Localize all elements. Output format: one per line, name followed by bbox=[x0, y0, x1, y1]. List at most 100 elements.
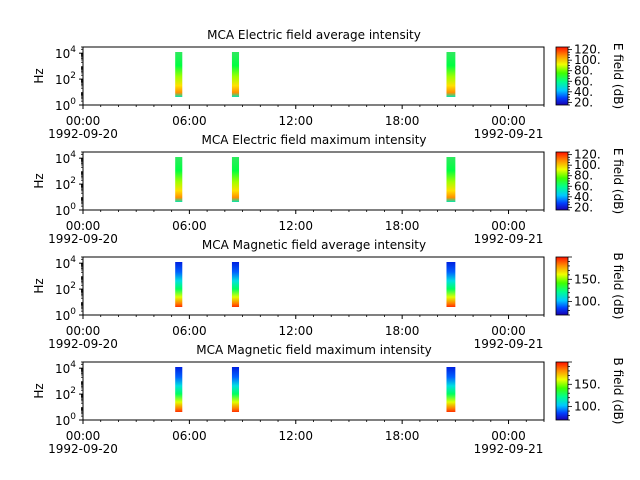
y-tick-exp: 2 bbox=[70, 71, 76, 81]
colorbar-label: E field (dB) bbox=[611, 148, 625, 214]
y-tick-label: 102 bbox=[55, 386, 76, 402]
colorbar bbox=[555, 46, 569, 106]
y-tick-label: 102 bbox=[55, 281, 76, 297]
data-segment bbox=[175, 262, 183, 307]
colorbar-tick-label: 120. bbox=[574, 148, 601, 162]
y-tick-base: 10 bbox=[55, 204, 70, 218]
plot-frame bbox=[82, 151, 545, 211]
plot-frame bbox=[82, 361, 545, 421]
y-tick-exp: 0 bbox=[70, 412, 76, 422]
data-segment bbox=[231, 367, 240, 412]
y-tick-exp: 4 bbox=[70, 360, 76, 370]
colorbar-tick-label: 100. bbox=[574, 158, 601, 172]
data-segment bbox=[175, 52, 183, 97]
x-tick-label: 00:00 bbox=[66, 324, 101, 338]
y-tick-label: 100 bbox=[55, 412, 76, 428]
colorbar-label: B field (dB) bbox=[611, 253, 625, 320]
y-tick-base: 10 bbox=[55, 178, 70, 192]
data-segment bbox=[446, 367, 456, 412]
y-axis-label: Hz bbox=[32, 278, 46, 293]
colorbar-label: E field (dB) bbox=[611, 43, 625, 109]
x-tick-label: 12:00 bbox=[278, 429, 313, 443]
x-tick-label: 06:00 bbox=[172, 114, 207, 128]
x-tick-label: 00:00 bbox=[491, 114, 526, 128]
y-tick-base: 10 bbox=[55, 283, 70, 297]
y-tick-exp: 4 bbox=[70, 45, 76, 55]
y-tick-base: 10 bbox=[55, 414, 70, 428]
panel-title: MCA Magnetic field average intensity bbox=[202, 238, 426, 252]
x-tick-label: 12:00 bbox=[278, 324, 313, 338]
y-tick-exp: 4 bbox=[70, 255, 76, 265]
x-start-date: 1992-09-20 bbox=[48, 127, 118, 141]
colorbar-tick-label: 20. bbox=[574, 95, 593, 109]
x-tick-label: 00:00 bbox=[491, 324, 526, 338]
y-tick-base: 10 bbox=[55, 73, 70, 87]
x-tick-label: 12:00 bbox=[278, 219, 313, 233]
x-start-date: 1992-09-20 bbox=[48, 337, 118, 351]
x-start-date: 1992-09-20 bbox=[48, 442, 118, 456]
data-segment bbox=[231, 52, 240, 97]
y-tick-base: 10 bbox=[55, 309, 70, 323]
y-tick-exp: 2 bbox=[70, 281, 76, 291]
data-segment bbox=[231, 262, 240, 307]
x-end-date: 1992-09-21 bbox=[474, 442, 544, 456]
y-tick-exp: 4 bbox=[70, 150, 76, 160]
data-segment bbox=[446, 262, 456, 307]
y-tick-label: 104 bbox=[55, 45, 76, 61]
y-tick-label: 104 bbox=[55, 255, 76, 271]
y-axis-label: Hz bbox=[32, 173, 46, 188]
data-segment bbox=[446, 52, 456, 97]
panel-title: MCA Electric field average intensity bbox=[207, 28, 421, 42]
colorbar-tick-label: 60. bbox=[574, 179, 593, 193]
chart-panel-4: MCA Magnetic field maximum intensity Hz 10… bbox=[32, 343, 625, 456]
colorbar-tick-label: 150. bbox=[574, 377, 601, 391]
y-tick-label: 100 bbox=[55, 202, 76, 218]
y-tick-exp: 0 bbox=[70, 97, 76, 107]
x-tick-label: 18:00 bbox=[385, 324, 420, 338]
colorbar-tick-label: 80. bbox=[574, 64, 593, 78]
x-tick-label: 00:00 bbox=[66, 219, 101, 233]
x-tick-label: 00:00 bbox=[66, 429, 101, 443]
chart-panel-1: MCA Electric field average intensity Hz 10… bbox=[32, 28, 625, 141]
x-tick-label: 18:00 bbox=[385, 429, 420, 443]
colorbar bbox=[555, 256, 569, 316]
x-tick-label: 06:00 bbox=[172, 429, 207, 443]
colorbar bbox=[555, 151, 569, 211]
y-tick-label: 102 bbox=[55, 71, 76, 87]
x-end-date: 1992-09-21 bbox=[474, 127, 544, 141]
y-tick-exp: 0 bbox=[70, 202, 76, 212]
y-tick-exp: 2 bbox=[70, 386, 76, 396]
data-segment bbox=[175, 367, 183, 412]
chart-panel-2: MCA Electric field maximum intensity Hz 10… bbox=[32, 133, 625, 246]
y-tick-base: 10 bbox=[55, 257, 70, 271]
y-tick-base: 10 bbox=[55, 99, 70, 113]
data-segment bbox=[175, 157, 183, 202]
y-tick-label: 104 bbox=[55, 360, 76, 376]
plot-frame bbox=[82, 256, 545, 316]
chart-panel-3: MCA Magnetic field average intensity Hz 10… bbox=[32, 238, 625, 351]
y-tick-label: 100 bbox=[55, 307, 76, 323]
colorbar-tick-label: 60. bbox=[574, 74, 593, 88]
colorbar-tick-label: 150. bbox=[574, 272, 601, 286]
colorbar-label: B field (dB) bbox=[611, 358, 625, 425]
x-tick-label: 06:00 bbox=[172, 219, 207, 233]
y-axis-label: Hz bbox=[32, 68, 46, 83]
y-tick-label: 100 bbox=[55, 97, 76, 113]
y-axis-label: Hz bbox=[32, 383, 46, 398]
colorbar-tick-label: 20. bbox=[574, 200, 593, 214]
y-tick-label: 104 bbox=[55, 150, 76, 166]
x-tick-label: 00:00 bbox=[491, 429, 526, 443]
y-tick-exp: 2 bbox=[70, 176, 76, 186]
data-segment bbox=[231, 157, 240, 202]
plot-frame bbox=[82, 46, 545, 106]
x-tick-label: 00:00 bbox=[66, 114, 101, 128]
colorbar-tick-label: 40. bbox=[574, 190, 593, 204]
data-segment bbox=[446, 157, 456, 202]
colorbar-tick-label: 100. bbox=[574, 400, 601, 414]
y-tick-label: 102 bbox=[55, 176, 76, 192]
x-tick-label: 18:00 bbox=[385, 219, 420, 233]
y-tick-exp: 0 bbox=[70, 307, 76, 317]
colorbar-tick-label: 100. bbox=[574, 295, 601, 309]
colorbar-tick-label: 100. bbox=[574, 53, 601, 67]
colorbar-tick-label: 120. bbox=[574, 43, 601, 57]
